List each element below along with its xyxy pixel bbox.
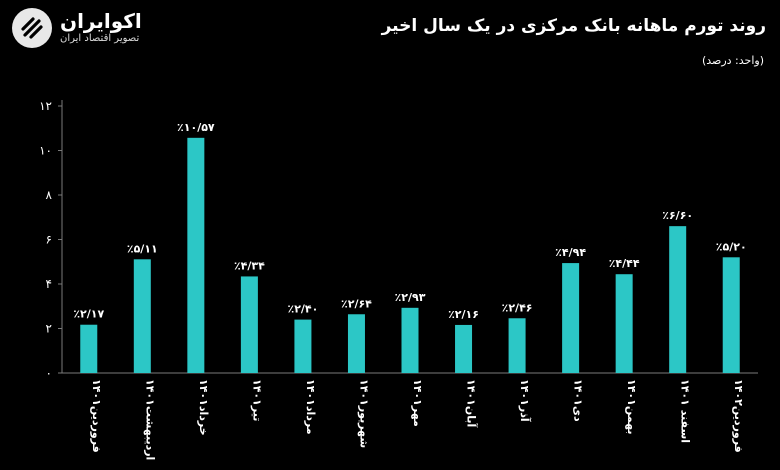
data-label: ٪۶/۶۰	[662, 209, 693, 222]
brand-name: اکوایران	[60, 9, 142, 33]
data-label: ٪۲/۱۶	[448, 308, 479, 321]
data-label: ٪۵/۱۱	[127, 242, 158, 255]
bar	[562, 263, 580, 373]
x-tick-label: آبان۱۴۰۱	[465, 379, 479, 428]
bar	[722, 257, 740, 373]
y-tick-label: ۴	[46, 277, 52, 291]
data-label: ٪۴/۹۴	[555, 246, 586, 259]
data-label: ٪۴/۳۴	[234, 259, 265, 272]
x-tick-label: مرداد۱۴۰۱	[304, 379, 317, 435]
x-tick-label: اردیبهشت۱۴۰۱	[143, 379, 156, 460]
y-tick-label: ۲	[46, 322, 52, 336]
bar	[133, 259, 151, 373]
y-tick-label: ۶	[46, 233, 52, 247]
x-tick-label: آذر۱۴۰۱	[518, 379, 532, 422]
chart-title: روند تورم ماهانه بانک مرکزی در یک سال اخ…	[381, 16, 766, 36]
data-label: ٪۵/۲۰	[716, 240, 747, 253]
x-tick-label: بهمن۱۴۰۱	[625, 379, 638, 435]
bar	[294, 319, 312, 373]
bar	[508, 318, 526, 373]
unit-note: (واحد: درصد)	[701, 54, 764, 67]
x-tick-label: تیر۱۴۰۱	[250, 379, 263, 421]
x-tick-label: خرداد۱۴۰۱	[197, 379, 210, 436]
data-label: ٪۲/۴۶	[502, 301, 533, 314]
y-tick-label: ۰	[46, 366, 52, 380]
x-tick-label: فروردین۱۴۰۲	[732, 379, 745, 453]
bar	[615, 274, 633, 373]
bar	[240, 276, 258, 373]
ecoiran-logo-icon	[12, 8, 52, 48]
data-label: ٪۲/۹۳	[395, 291, 426, 304]
bar	[455, 324, 473, 373]
data-label: ٪۲/۶۴	[341, 297, 372, 310]
y-tick-label: ۸	[46, 188, 53, 202]
bar	[187, 137, 205, 373]
y-tick-label: ۱۰	[39, 144, 52, 158]
brand-logo: اکوایران تصویر اقتصاد ایران	[12, 8, 142, 48]
brand-tagline: تصویر اقتصاد ایران	[60, 33, 140, 44]
y-tick-label: ۱۲	[39, 99, 52, 113]
data-label: ٪۲/۱۷	[73, 308, 104, 321]
x-tick-label: مهر۱۴۰۱	[411, 379, 424, 427]
x-tick-label: شهریور۱۴۰۱	[357, 379, 370, 448]
x-tick-label: دی۱۴۰۱	[572, 379, 585, 422]
data-label: ٪۱۰/۵۷	[177, 121, 215, 134]
bar	[347, 314, 365, 373]
data-label: ٪۴/۴۴	[609, 257, 640, 270]
x-tick-label: فروردین۱۴۰۱	[90, 379, 103, 453]
bar	[669, 226, 687, 373]
x-tick-label: اسفند ۱۴۰۱	[679, 379, 692, 443]
bar	[80, 324, 98, 373]
data-label: ٪۲/۴۰	[287, 303, 318, 316]
bar	[401, 307, 419, 373]
